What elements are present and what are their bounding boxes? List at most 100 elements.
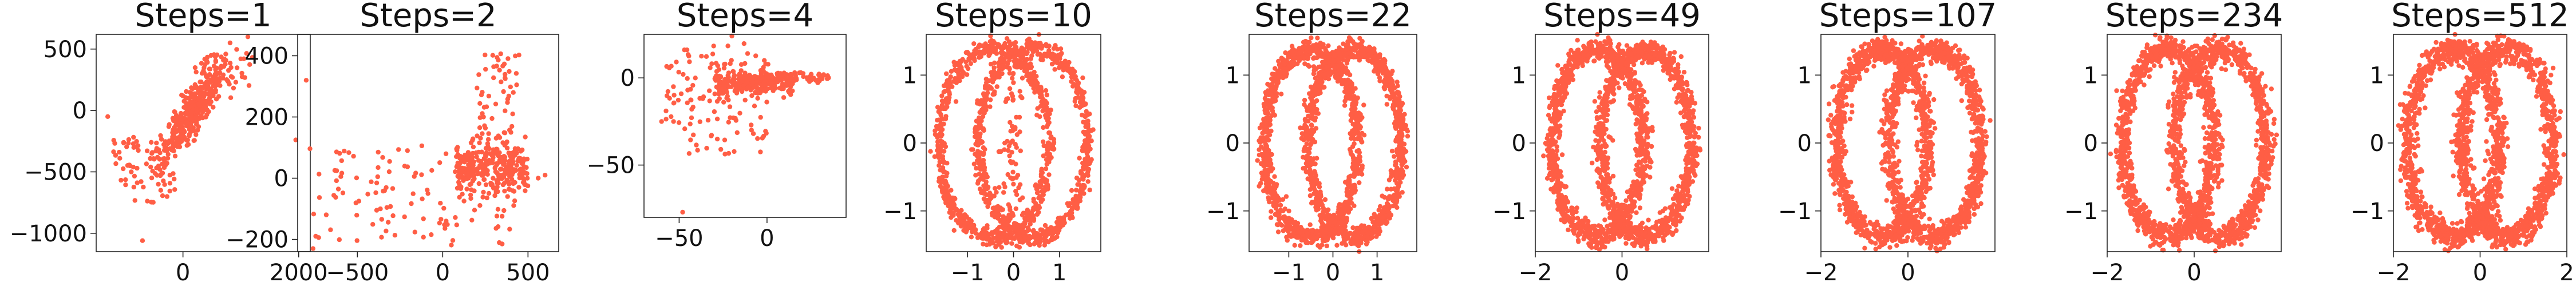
- data-point: [239, 70, 244, 76]
- data-point: [1051, 46, 1057, 51]
- data-point: [476, 181, 481, 186]
- data-point: [154, 140, 159, 146]
- data-point: [1388, 168, 1393, 173]
- data-point: [1397, 94, 1402, 100]
- data-point: [1372, 223, 1377, 228]
- data-point: [665, 89, 671, 94]
- data-point: [1080, 75, 1085, 81]
- data-point: [1310, 228, 1315, 233]
- data-point: [342, 148, 347, 154]
- data-point: [708, 65, 713, 70]
- data-point: [1043, 88, 1049, 93]
- data-point: [745, 80, 750, 85]
- data-point: [242, 75, 247, 80]
- data-point: [149, 200, 154, 205]
- data-point: [688, 86, 693, 92]
- data-point: [437, 220, 442, 226]
- data-point: [464, 186, 469, 192]
- data-point: [714, 84, 720, 90]
- data-point: [1309, 240, 1314, 245]
- data-point: [516, 185, 521, 190]
- data-point: [524, 165, 529, 170]
- data-point: [182, 129, 187, 134]
- data-point: [943, 144, 949, 149]
- data-point: [1292, 243, 1297, 248]
- data-point: [376, 149, 381, 155]
- data-point: [373, 190, 378, 196]
- y-tick-label: 500: [44, 37, 87, 63]
- data-point: [374, 180, 380, 185]
- data-point: [1326, 207, 1331, 212]
- data-point: [1014, 192, 1020, 197]
- data-point: [1005, 61, 1010, 66]
- data-point: [757, 90, 763, 96]
- data-point: [1257, 140, 1263, 145]
- data-point: [1341, 232, 1346, 238]
- data-point: [470, 154, 475, 160]
- data-point: [1348, 131, 1353, 136]
- data-point: [1390, 81, 1395, 86]
- data-point: [671, 84, 676, 89]
- data-point: [1303, 161, 1309, 166]
- data-point: [1060, 220, 1065, 225]
- y-tick-label: −1000: [10, 221, 87, 247]
- data-point: [1370, 48, 1375, 53]
- data-point: [227, 61, 233, 66]
- data-point: [1038, 183, 1044, 189]
- data-point: [199, 80, 204, 85]
- data-point: [1305, 234, 1310, 239]
- data-point: [669, 114, 674, 120]
- data-point: [438, 217, 444, 222]
- data-point: [738, 62, 744, 67]
- data-point: [191, 128, 196, 133]
- data-point: [380, 155, 385, 160]
- data-point: [1069, 79, 1074, 84]
- data-point: [1041, 139, 1046, 144]
- data-point: [741, 41, 747, 46]
- data-point: [1376, 219, 1381, 224]
- data-point: [1084, 121, 1089, 126]
- data-point: [1332, 65, 1337, 70]
- data-point: [721, 80, 726, 85]
- data-point: [1308, 161, 1314, 166]
- data-point: [483, 66, 488, 72]
- data-point: [958, 59, 963, 64]
- data-point: [1003, 54, 1009, 59]
- data-point: [1398, 124, 1403, 129]
- data-point: [485, 168, 490, 173]
- data-point: [1012, 221, 1017, 226]
- data-point: [499, 166, 504, 172]
- data-point: [468, 196, 473, 201]
- data-point: [339, 170, 345, 176]
- data-point: [156, 181, 161, 187]
- data-point: [192, 94, 197, 100]
- data-point: [700, 96, 705, 101]
- data-point: [769, 75, 774, 80]
- data-point: [1032, 241, 1037, 247]
- data-point: [1044, 92, 1050, 98]
- data-point: [1037, 90, 1042, 96]
- data-point: [732, 74, 737, 80]
- data-point: [1021, 210, 1026, 216]
- data-point: [985, 86, 991, 92]
- data-point: [491, 155, 496, 160]
- data-point: [1001, 43, 1006, 49]
- data-point: [1311, 93, 1316, 99]
- data-point: [190, 86, 195, 92]
- data-point: [722, 61, 728, 67]
- data-point: [1384, 102, 1389, 107]
- data-point: [132, 173, 137, 179]
- data-point: [1397, 105, 1402, 110]
- data-point: [496, 181, 501, 186]
- data-point: [959, 213, 965, 219]
- y-tick-label: −200: [226, 227, 289, 253]
- data-point: [1350, 121, 1356, 127]
- data-point: [486, 131, 491, 136]
- data-point: [671, 93, 677, 98]
- data-point: [238, 56, 243, 62]
- data-point: [199, 107, 204, 112]
- scatter-points: [659, 33, 831, 215]
- data-point: [984, 237, 990, 242]
- data-point: [977, 186, 983, 192]
